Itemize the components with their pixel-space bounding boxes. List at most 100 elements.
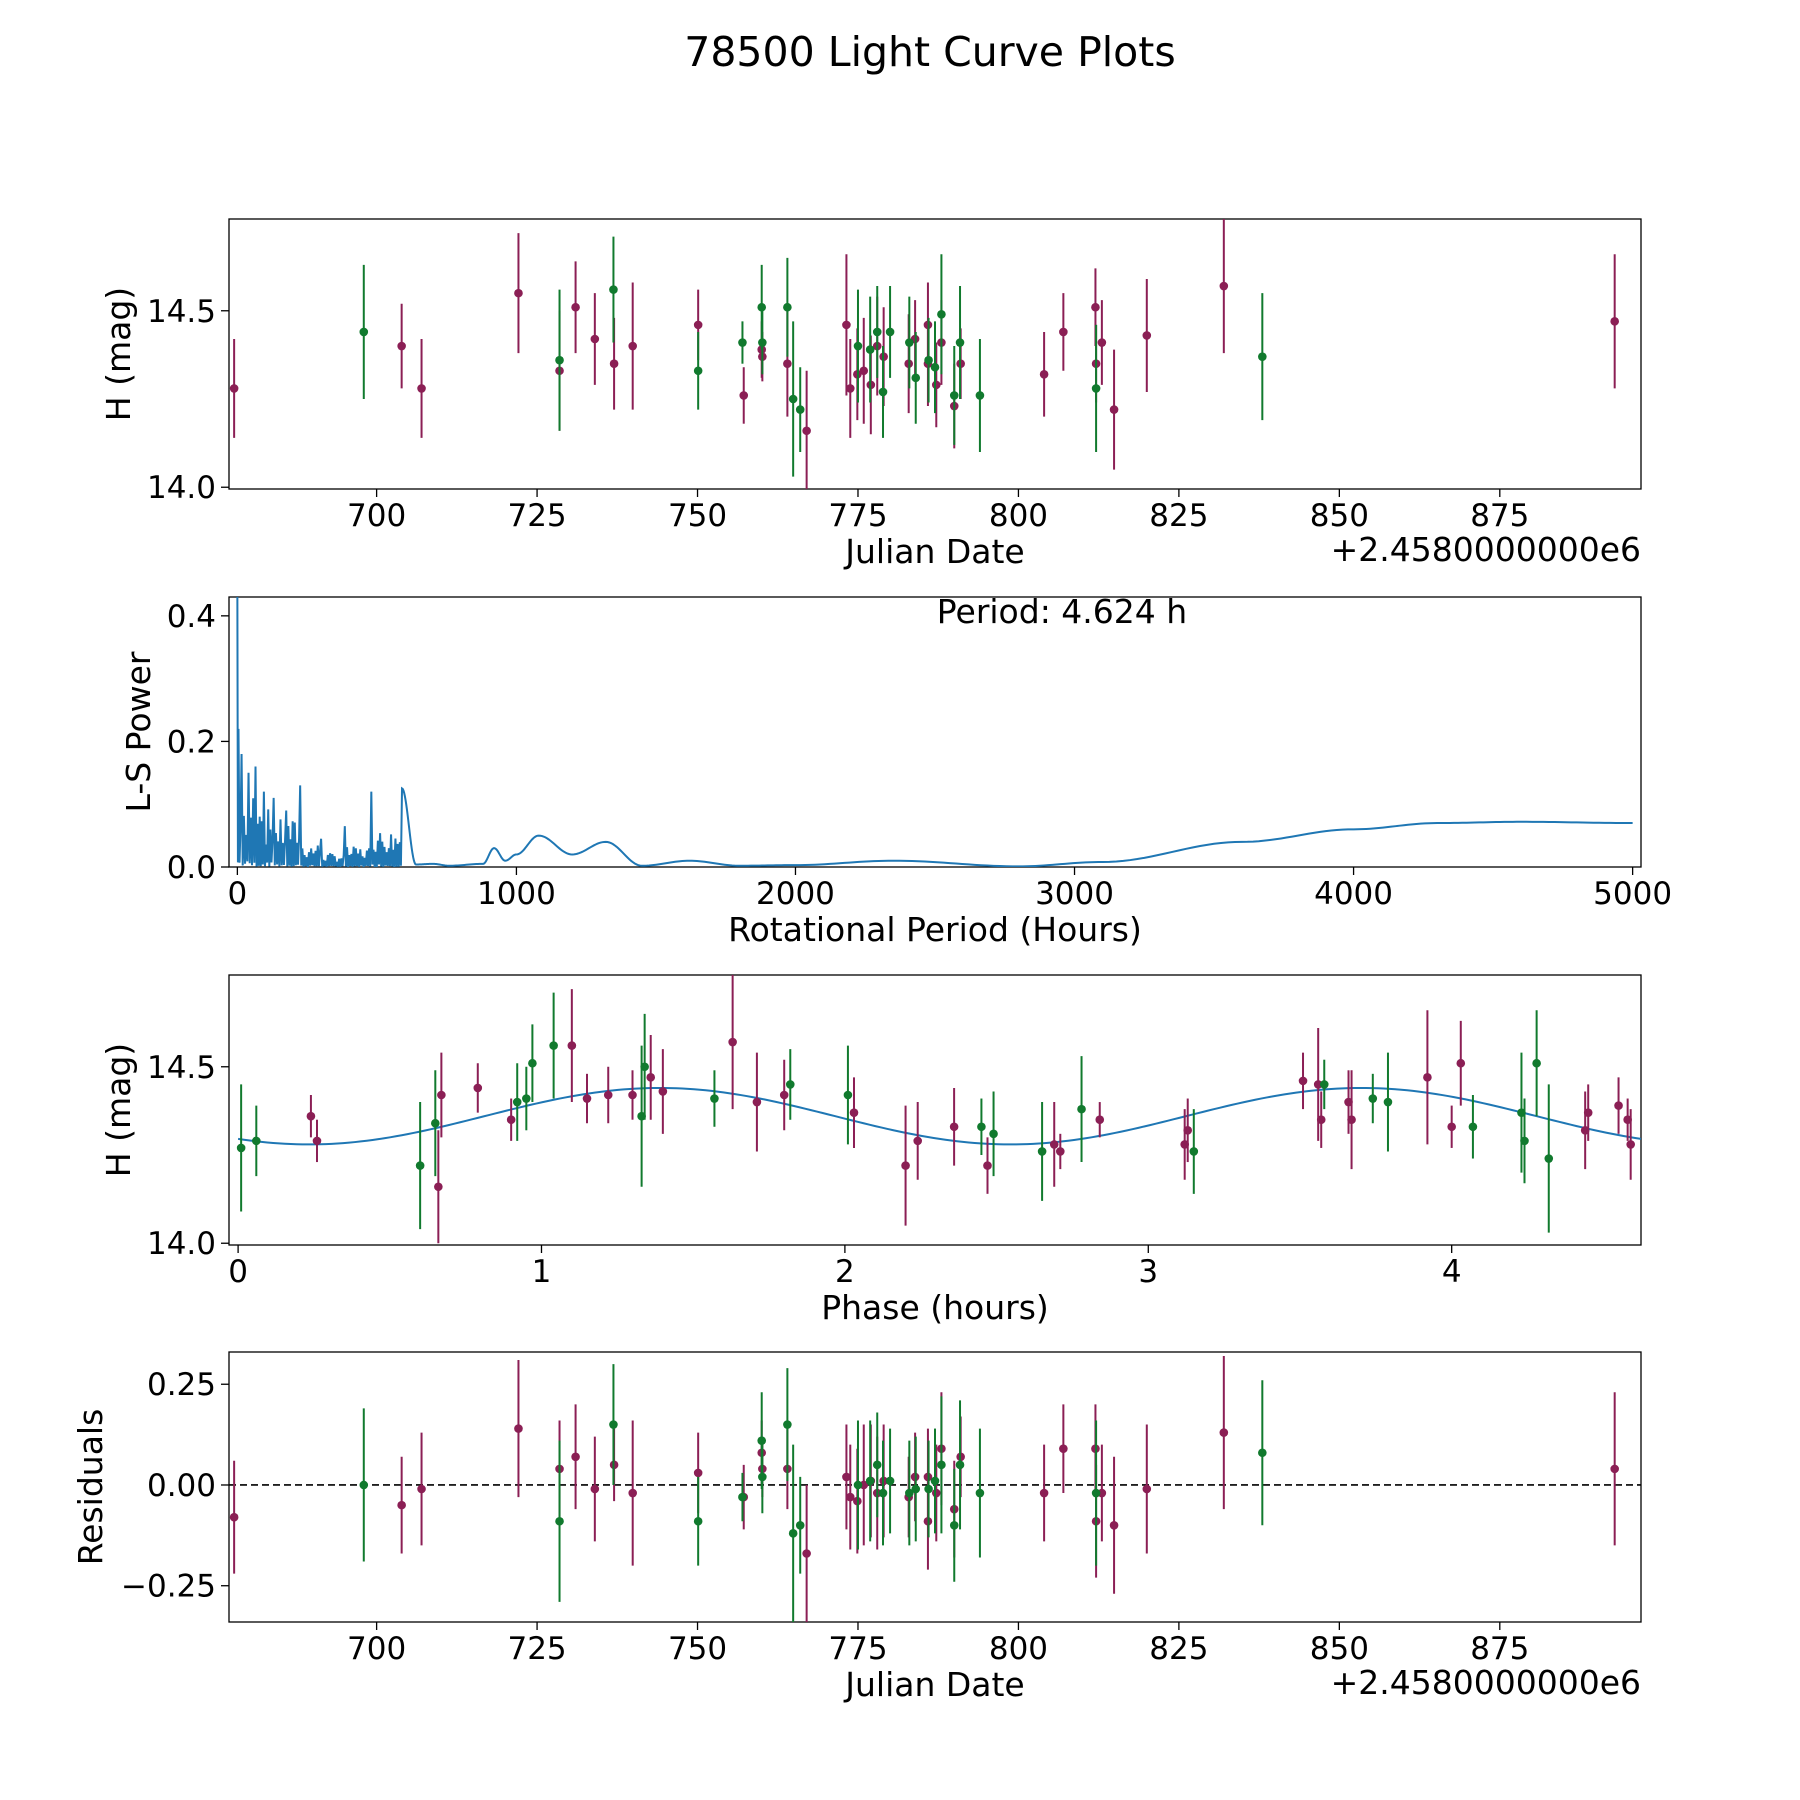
data-point-g <box>415 1161 425 1170</box>
data-point-r <box>779 1090 789 1100</box>
data-point-r <box>434 1182 443 1192</box>
data-point-r <box>590 334 600 344</box>
data-point-g <box>758 1472 767 1482</box>
data-point-r <box>603 1090 613 1100</box>
data-point-g <box>788 394 798 404</box>
phased-panel: 0 1 2 3 4 14.0 14.5 Phase (hours) H (mag) <box>99 974 1642 1327</box>
data-point-g <box>878 1488 888 1498</box>
data-point-r <box>693 320 703 330</box>
x-tick-label: 5000 <box>1593 876 1672 912</box>
phased-y-label: H (mag) <box>99 1043 138 1177</box>
data-point-r <box>693 1468 703 1478</box>
data-point-r <box>609 359 619 369</box>
periodogram-x-ticks: 0 1000 2000 3000 4000 5000 <box>228 867 1672 912</box>
x-tick-label: 725 <box>507 498 566 534</box>
residuals-x-label: Julian Date <box>843 1665 1025 1704</box>
data-point-r <box>1347 1115 1356 1125</box>
data-point-r <box>229 384 239 393</box>
phased-y-ticks: 14.0 14.5 <box>147 1050 229 1262</box>
y-tick-label: 14.5 <box>147 294 216 330</box>
data-point-g <box>640 1062 649 1072</box>
data-point-g <box>1468 1122 1478 1132</box>
data-point-g <box>930 362 940 372</box>
x-tick-label: 700 <box>347 1631 406 1667</box>
data-point-r <box>473 1083 483 1093</box>
data-point-g <box>924 355 933 365</box>
lightcurve-axes-frame <box>228 218 1642 490</box>
data-point-r <box>306 1111 316 1121</box>
data-point-r <box>514 1424 523 1433</box>
data-point-r <box>1109 405 1119 414</box>
data-point-g <box>1520 1136 1529 1146</box>
data-point-g <box>843 1090 853 1100</box>
x-tick-label: 3000 <box>1035 876 1114 912</box>
phased-axes-frame <box>228 974 1642 1246</box>
data-point-r <box>1109 1520 1119 1530</box>
data-point-g <box>1383 1097 1393 1107</box>
data-point-g <box>795 405 805 414</box>
data-point-r <box>949 1122 959 1132</box>
data-point-g <box>905 338 914 347</box>
data-point-g <box>555 355 564 365</box>
data-point-r <box>845 384 855 393</box>
data-point-r <box>567 1041 577 1050</box>
x-tick-label: 1000 <box>477 876 556 912</box>
y-tick-label: 0.4 <box>167 599 216 635</box>
data-point-g <box>788 1529 798 1538</box>
x-tick-label: 4 <box>1442 1254 1462 1290</box>
data-point-g <box>522 1094 531 1103</box>
data-point-r <box>802 1549 811 1558</box>
data-point-g <box>1258 1448 1267 1458</box>
data-point-r <box>842 320 851 330</box>
data-point-r <box>1091 302 1100 312</box>
x-tick-label: 0 <box>228 876 248 912</box>
data-point-r <box>628 1090 637 1100</box>
data-point-g <box>1544 1154 1554 1163</box>
data-point-g <box>757 302 767 312</box>
ls-power-line <box>236 597 1633 867</box>
data-point-g <box>924 1484 933 1494</box>
residuals-axes-frame <box>228 1351 1642 1623</box>
x-tick-label: 850 <box>1310 498 1369 534</box>
data-point-r <box>1610 1464 1619 1474</box>
lightcurve-x-label: Julian Date <box>843 532 1025 571</box>
x-tick-label: 850 <box>1310 1631 1369 1667</box>
x-tick-label: 700 <box>347 498 406 534</box>
x-tick-label: 775 <box>828 1631 887 1667</box>
residuals-x-offset: +2.4580000000e6 <box>1331 1663 1641 1702</box>
lightcurve-panel: 700 725 750 775 800 825 850 875 14.0 14.5 Julian… <box>99 218 1642 571</box>
data-point-g <box>955 338 965 347</box>
data-point-r <box>1142 1484 1152 1494</box>
data-point-g <box>549 1041 558 1050</box>
x-tick-label: 750 <box>668 498 727 534</box>
x-tick-label: 4000 <box>1314 876 1393 912</box>
y-tick-label: 0.25 <box>147 1367 216 1403</box>
lightcurve-y-label: H (mag) <box>99 287 138 421</box>
data-point-r <box>1095 1115 1105 1125</box>
data-point-g <box>252 1136 261 1146</box>
data-point-r <box>1183 1125 1193 1135</box>
data-point-g <box>878 387 888 397</box>
data-point-r <box>1313 1080 1323 1089</box>
data-point-g <box>1368 1094 1378 1103</box>
data-point-r <box>1039 369 1049 379</box>
data-point-g <box>555 1516 564 1526</box>
lightcurve-marks <box>229 219 1619 489</box>
data-point-g <box>1091 384 1101 393</box>
x-tick-label: 775 <box>828 498 887 534</box>
data-point-r <box>739 391 749 400</box>
x-tick-label: 0 <box>228 1254 248 1290</box>
y-tick-label: 0.00 <box>147 1468 216 1504</box>
data-point-r <box>1447 1122 1456 1132</box>
data-point-r <box>849 1108 859 1117</box>
data-point-g <box>431 1118 440 1128</box>
periodogram-axes-frame <box>228 596 1642 868</box>
data-point-r <box>1097 338 1107 347</box>
x-tick-label: 2 <box>835 1254 855 1290</box>
residuals-x-ticks: 700 725 750 775 800 825 850 875 <box>347 1622 1529 1667</box>
data-point-r <box>312 1136 322 1146</box>
data-point-r <box>397 1500 406 1510</box>
data-point-r <box>983 1161 992 1170</box>
data-point-g <box>795 1520 805 1530</box>
